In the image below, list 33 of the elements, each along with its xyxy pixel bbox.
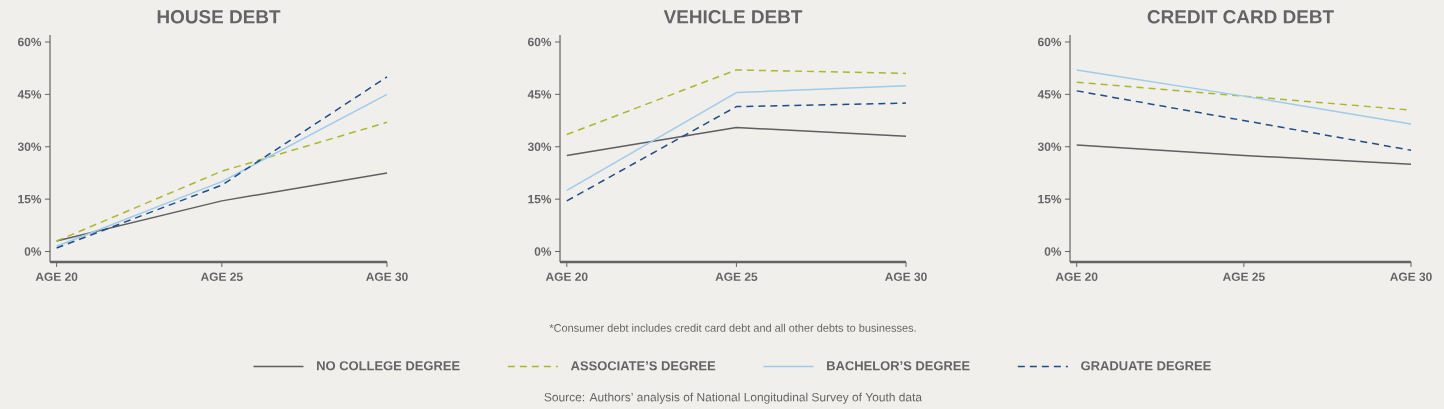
y-tick-label: 15% bbox=[18, 194, 42, 204]
x-tick-label: AGE 30 bbox=[1390, 272, 1432, 282]
y-tick-label: 30% bbox=[527, 142, 552, 151]
legend-label: BACHELOR’S DEGREE bbox=[827, 361, 970, 371]
y-tick-label: 30% bbox=[17, 142, 42, 151]
x-tick-label: AGE 25 bbox=[1222, 272, 1265, 281]
y-tick-label: 30% bbox=[1037, 142, 1062, 151]
x-tick-label: AGE 25 bbox=[715, 272, 758, 281]
y-tick-label: 45% bbox=[17, 90, 42, 99]
source-note: Source: Authors’ analysis of National Longitudinal Survey of Youth data bbox=[544, 392, 923, 404]
chart-title: VEHICLE DEBT bbox=[663, 10, 803, 24]
chart-title: CREDIT CARD DEBT bbox=[1147, 10, 1334, 24]
y-tick-label: 60% bbox=[18, 37, 42, 47]
text: *Consumer debt includes credit card debt and all other debts to businesses. bbox=[549, 323, 916, 332]
y-tick-label: 45% bbox=[527, 90, 552, 99]
x-tick-label: AGE 25 bbox=[200, 272, 243, 281]
x-tick-label: AGE 30 bbox=[366, 272, 408, 282]
legend-label: ASSOCIATE’S DEGREE bbox=[570, 361, 716, 371]
x-tick-label: AGE 20 bbox=[1055, 272, 1098, 281]
x-tick-label: AGE 30 bbox=[885, 272, 927, 282]
y-tick-label: 60% bbox=[528, 37, 552, 47]
x-tick-label: AGE 20 bbox=[35, 272, 78, 281]
y-tick-label: 15% bbox=[1038, 194, 1062, 204]
legend-label: GRADUATE DEGREE bbox=[1081, 361, 1211, 371]
y-tick-label: 60% bbox=[1038, 37, 1062, 47]
y-tick-label: 15% bbox=[528, 194, 552, 204]
legend-label: NO COLLEGE DEGREE bbox=[317, 361, 460, 371]
x-tick-label: AGE 20 bbox=[545, 272, 588, 281]
y-tick-label: 0% bbox=[1044, 247, 1062, 256]
chart-title: HOUSE DEBT bbox=[157, 10, 281, 24]
y-tick-label: 0% bbox=[534, 247, 552, 256]
y-tick-label: 45% bbox=[1037, 90, 1062, 99]
y-tick-label: 0% bbox=[24, 247, 42, 256]
